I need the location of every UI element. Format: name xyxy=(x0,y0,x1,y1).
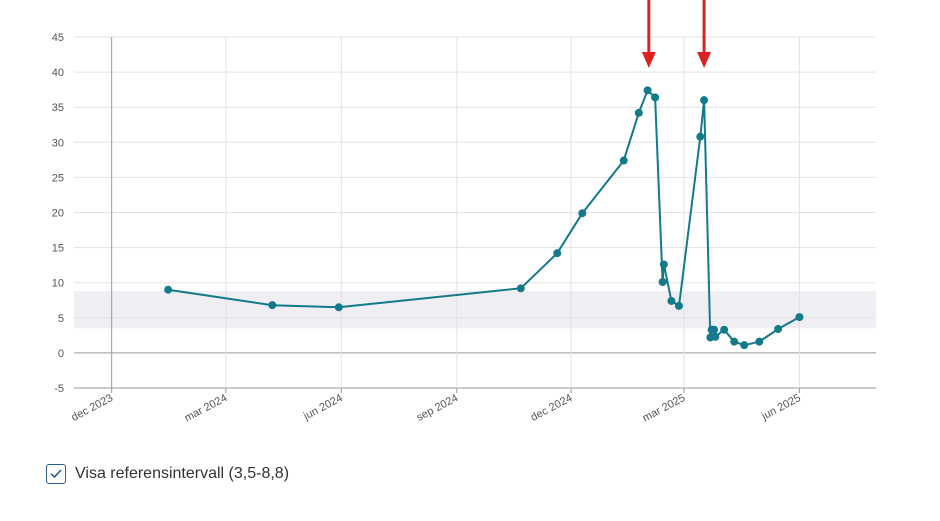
data-point xyxy=(700,96,709,105)
data-point xyxy=(658,277,667,286)
data-point xyxy=(740,341,749,350)
data-point xyxy=(334,303,343,312)
x-tick-label: dec 2024 xyxy=(529,392,575,424)
data-point xyxy=(795,313,804,322)
x-tick-label: jun 2024 xyxy=(301,392,345,423)
data-point xyxy=(711,332,720,341)
data-point xyxy=(755,337,764,346)
x-tick-label: mar 2024 xyxy=(183,392,230,424)
data-point xyxy=(710,325,719,334)
data-point xyxy=(553,249,562,258)
data-point xyxy=(634,108,643,117)
y-tick-label: 45 xyxy=(52,32,64,44)
data-point xyxy=(730,337,739,346)
y-tick-label: 0 xyxy=(58,348,64,360)
data-point xyxy=(268,301,277,310)
y-tick-label: -5 xyxy=(54,383,64,395)
y-tick-label: 10 xyxy=(52,278,64,290)
data-point xyxy=(164,285,173,294)
data-point xyxy=(619,156,628,165)
data-point xyxy=(696,132,705,141)
x-tick-label: dec 2023 xyxy=(69,392,115,424)
data-point xyxy=(578,209,587,218)
x-tick-label: mar 2025 xyxy=(641,392,688,424)
annotation-arrow-head xyxy=(641,52,656,68)
reference-band xyxy=(74,291,876,329)
data-point xyxy=(720,325,729,334)
annotation-arrow-head xyxy=(697,52,712,68)
data-point xyxy=(651,93,660,102)
data-point xyxy=(516,284,525,293)
y-tick-label: 15 xyxy=(52,243,64,255)
y-tick-label: 35 xyxy=(52,102,64,114)
y-tick-label: 30 xyxy=(52,137,64,149)
data-point xyxy=(667,296,676,305)
reference-interval-label: Visa referensintervall (3,5-8,8) xyxy=(75,465,290,482)
y-tick-label: 20 xyxy=(52,208,64,220)
checkmark-icon xyxy=(50,469,62,478)
reference-interval-checkbox[interactable] xyxy=(46,464,66,484)
data-point xyxy=(659,260,668,269)
data-point xyxy=(774,325,783,334)
x-tick-label: sep 2024 xyxy=(415,392,461,424)
line-chart: -5 0 5 10 15 20 25 30 35 40 45 dec 2023 mar 2024 jun … xyxy=(52,0,876,424)
data-point xyxy=(674,301,683,310)
y-tick-label: 5 xyxy=(58,313,64,325)
y-tick-label: 25 xyxy=(52,172,64,184)
data-point xyxy=(643,86,652,95)
y-tick-label: 40 xyxy=(52,67,64,79)
x-tick-label: jun 2025 xyxy=(759,392,803,423)
reference-interval-toggle[interactable]: Visa referensintervall (3,5-8,8) xyxy=(46,464,289,484)
